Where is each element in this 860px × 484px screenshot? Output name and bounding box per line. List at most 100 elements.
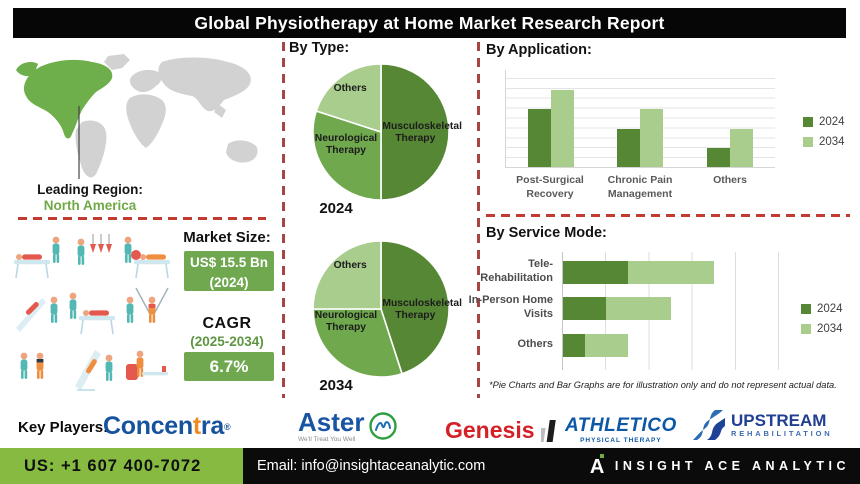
cagr-value-box: 6.7% — [184, 352, 274, 381]
category-label-2: Others — [713, 174, 747, 186]
upstream-subtitle: REHABILITATION — [731, 429, 833, 439]
concentra-text-2: ra — [200, 412, 224, 440]
market-size-value-box: US$ 15.5 Bn (2024) — [184, 251, 274, 291]
service-label-tele-rehabilitation: Tele-Rehabilitation — [480, 258, 553, 284]
aster-wordmark: Aster — [298, 407, 365, 437]
pie-label-musculoskeletal: Musculoskeletal Therapy — [382, 297, 462, 321]
pie-2024-slices — [311, 62, 451, 207]
scene-massage-table — [13, 236, 60, 279]
pie-year-2024: 2024 — [319, 200, 353, 217]
bar-2024-0 — [527, 109, 551, 167]
hbar-2034-1 — [606, 297, 671, 320]
scene-recliner-leg-raise — [126, 350, 168, 380]
map-europe — [129, 69, 162, 93]
market-size-year: (2024) — [209, 274, 249, 290]
aster-tagline: We'll Treat You Well — [298, 436, 356, 443]
cagr-label: CAGR — [202, 315, 252, 332]
pie-slice-2 — [315, 63, 382, 134]
hbar-2034-0 — [627, 261, 715, 284]
map-australia — [226, 140, 258, 163]
chart-disclaimer: *Pie Charts and Bar Graphs are for illus… — [489, 380, 837, 390]
logo-genesis: Genesis — [445, 417, 561, 444]
scene-gait-training — [20, 352, 44, 379]
legend-item-2034: 2034 — [801, 323, 843, 335]
legend-label-2034: 2034 — [819, 136, 845, 148]
pie-label-neurological: Neurological Therapy — [314, 310, 378, 334]
scene-treatment-table — [69, 292, 116, 335]
by-application-title: By Application: — [486, 42, 592, 58]
legend-label-2024: 2024 — [819, 116, 845, 128]
category-label-1: Chronic Pain Management — [607, 174, 673, 200]
upstream-wordmark: UPSTREAM — [731, 410, 827, 430]
bar-2034-0 — [550, 90, 574, 167]
service-mode-bar-chart — [562, 252, 779, 370]
logo-upstream: UPSTREAM REHABILITATION — [693, 410, 832, 440]
by-type-title: By Type: — [289, 40, 350, 56]
divider-horizontal-right — [486, 214, 850, 217]
cagr-period: (2025-2034) — [190, 334, 264, 349]
hbar-row-0 — [563, 261, 715, 284]
pie-slice-2 — [312, 240, 382, 310]
footer-phone: US: +1 607 400-7072 — [0, 448, 243, 484]
leading-region-value: North America — [43, 198, 137, 213]
key-players-label: Key Players: — [18, 419, 109, 436]
pie-label-neurological: Neurological Therapy — [314, 133, 378, 157]
page-title: Global Physiotherapy at Home Market Rese… — [13, 8, 846, 38]
world-map — [16, 54, 258, 179]
legend-swatch-2034 — [801, 324, 811, 334]
by-service-mode-title: By Service Mode: — [486, 225, 607, 241]
pie-slice-1 — [312, 109, 382, 201]
footer-brand: A INSIGHT ACE ANALYTIC — [590, 448, 850, 484]
upstream-mark-icon — [693, 410, 725, 440]
footer-email[interactable]: Email: info@insightaceanalytic.com — [257, 458, 486, 474]
pie-slice-1 — [312, 308, 404, 378]
pie-label-musculoskeletal: Musculoskeletal Therapy — [382, 120, 462, 144]
map-asia — [158, 57, 251, 112]
legend-swatch-2024 — [801, 304, 811, 314]
hbar-row-1 — [563, 297, 671, 320]
divider-vertical-right — [477, 42, 480, 398]
hbar-2024-2 — [563, 334, 585, 357]
map-north-america — [23, 59, 113, 139]
pie-slice-0 — [380, 63, 450, 201]
scene-bench-ball — [124, 236, 171, 279]
pie-label-others: Others — [333, 83, 367, 94]
divider-horizontal-left — [18, 217, 266, 220]
bar-group-0 — [527, 90, 574, 167]
map-africa — [126, 94, 166, 148]
athletico-subtitle: PHYSICAL THERAPY — [580, 437, 662, 444]
concentra-cross-t: t — [192, 412, 201, 440]
map-greenland — [104, 54, 130, 70]
bar-group-1 — [617, 109, 664, 167]
market-size-value: US$ 15.5 Bn — [189, 255, 269, 270]
physiotherapy-illustrations — [13, 234, 171, 391]
registered-mark: ® — [223, 421, 231, 432]
athletico-wordmark: ATHLETICO — [565, 415, 677, 436]
concentra-text-1: Concen — [103, 412, 193, 440]
genesis-wordmark: Genesis — [445, 417, 535, 443]
logo-athletico: ATHLETICO PHYSICAL THERAPY — [565, 416, 677, 444]
divider-vertical-left — [282, 42, 285, 398]
map-alaska — [16, 62, 38, 77]
legend-item-2034: 2034 — [803, 136, 845, 148]
pie-year-2034: 2034 — [319, 377, 353, 394]
leading-region-label: Leading Region: — [37, 182, 143, 197]
category-label-0: Post-Surgical Recovery — [516, 174, 584, 200]
footer-brand-name: INSIGHT ACE ANALYTIC — [614, 459, 850, 473]
application-legend: 2024 2034 — [803, 116, 845, 148]
scene-hanging-cones — [77, 234, 112, 265]
bar-group-2 — [707, 128, 754, 167]
logo-aster: Aster We'll Treat You Well — [298, 407, 398, 443]
map-south-america — [75, 120, 107, 178]
scene-tilt-table — [75, 350, 113, 391]
footer-bar: Email: info@insightaceanalytic.com A INS… — [243, 448, 860, 484]
pie-2034-slices — [311, 239, 451, 384]
scene-suspension-frame — [126, 287, 169, 323]
service-mode-legend: 2024 2034 — [801, 303, 843, 335]
legend-item-2024: 2024 — [801, 303, 843, 315]
legend-item-2024: 2024 — [803, 116, 845, 128]
map-se-asia — [214, 104, 226, 118]
application-bar-chart — [505, 70, 775, 168]
service-label-in-person-home-visits: In-Person Home Visits — [468, 294, 553, 320]
